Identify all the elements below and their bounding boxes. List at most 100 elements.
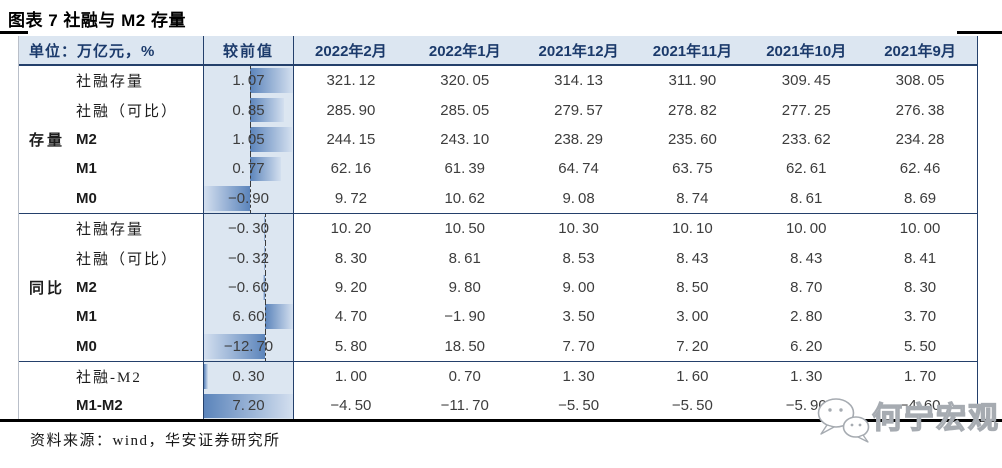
period-value-cell: 9. 20 (334, 278, 368, 296)
table-row: 社融存量 1. 07 321. 12 320. 05 314. 13 311. 90 309… (19, 66, 977, 96)
unit-header-cell: 单位：万亿元，% (19, 36, 204, 64)
period-value-cell: 243. 10 (440, 130, 490, 148)
row-label: 社融存量 (19, 66, 204, 96)
period-value-cell: 62. 16 (330, 160, 372, 178)
period-header-cell: 2021年11月 (652, 42, 733, 60)
change-header-cell: 较前值 (204, 36, 294, 64)
change-value-cell: 0. 30 (204, 361, 294, 392)
period-value-cell: 62. 46 (899, 160, 941, 178)
change-value-cell: 1. 05 (204, 124, 294, 155)
zero-axis-line (250, 183, 252, 213)
period-value-cell: 8. 70 (790, 278, 823, 296)
period-value-cell: 64. 74 (558, 160, 599, 178)
watermark: 何宁宏观 (814, 394, 1000, 444)
period-value-cell: 10. 00 (899, 220, 941, 238)
period-value-cell: 10. 50 (444, 220, 486, 238)
zero-axis-line (265, 331, 267, 361)
period-value-cell: 62. 61 (785, 160, 827, 178)
period-value-cell: 10. 62 (444, 189, 486, 207)
watermark-text: 何宁宏观 (871, 402, 1000, 435)
zero-axis-line (265, 243, 267, 273)
period-value-cell: 244. 15 (326, 130, 376, 148)
table-row: M0 −0. 90 9. 72 10. 62 9. 08 8. 74 8. 61 8. 69 (19, 183, 977, 213)
zero-axis-line (265, 302, 267, 332)
row-label: M1 (19, 302, 204, 332)
change-data-bar (263, 216, 266, 241)
period-value-cell: 3. 70 (903, 308, 937, 326)
period-value-cell: −5. 50 (671, 397, 713, 415)
zero-axis-line (250, 154, 252, 184)
period-value-cell: 1. 60 (676, 368, 709, 386)
period-value-cell: 1. 30 (790, 368, 823, 386)
period-value-cell: 285. 90 (326, 101, 376, 119)
table-row: 社融-M2 0. 30 1. 00 0. 70 1. 30 1. 60 1. 30 1. 70 (19, 361, 977, 392)
row-label: 社融存量 (19, 213, 204, 244)
change-value-cell: −12. 70 (204, 331, 294, 361)
period-value-cell: 8. 61 (448, 249, 481, 267)
period-value-cell: 10. 00 (785, 220, 827, 238)
change-value-cell: 7. 20 (204, 391, 294, 421)
change-value-cell: 6. 60 (204, 302, 294, 332)
period-value-cell: 9. 00 (562, 278, 595, 296)
change-data-bar (204, 185, 251, 211)
change-data-bar (262, 275, 266, 300)
change-data-bar (250, 156, 281, 182)
change-value: −0. 32 (228, 249, 269, 267)
period-value-cell: 3. 00 (676, 308, 709, 326)
change-data-bar (265, 304, 293, 330)
change-value: 0. 85 (232, 101, 265, 119)
table-row: 社融（可比） 0. 85 285. 90 285. 05 279. 57 278. 82 2… (19, 95, 977, 125)
period-value-cell: 5. 50 (903, 337, 937, 355)
period-value-cell: 10. 10 (672, 220, 713, 238)
row-label: M2 (19, 272, 204, 303)
period-value-cell: 0. 70 (448, 368, 481, 386)
change-data-bar (250, 68, 293, 94)
row-label: M0 (19, 183, 204, 213)
period-value-cell: 10. 20 (330, 220, 372, 238)
change-value-cell: 0. 85 (204, 95, 294, 125)
zero-axis-line (250, 95, 252, 125)
period-header-cell: 2022年1月 (428, 42, 501, 60)
change-value: −0. 30 (228, 220, 269, 238)
period-value-cell: 8. 50 (676, 278, 709, 296)
period-value-cell: 8. 41 (903, 249, 937, 267)
period-value-cell: 5. 80 (334, 337, 368, 355)
table-row: M1-M2 7. 20 −4. 50 −11. 70 −5. 50 −5. 50 −5. 9… (19, 391, 977, 421)
period-value-cell: 308. 05 (895, 72, 945, 90)
group-label (19, 362, 75, 421)
group-label: 存量 (28, 132, 65, 149)
change-value-cell: −0. 32 (204, 243, 294, 273)
period-value-cell: −1. 90 (444, 308, 486, 326)
period-value-cell: 8. 43 (676, 249, 709, 267)
period-value-cell: −4. 50 (330, 397, 372, 415)
period-value-cell: 314. 13 (554, 72, 604, 90)
row-label: 社融（可比） (19, 95, 204, 125)
change-value: −0. 90 (228, 189, 269, 207)
period-value-cell: −4. 60 (899, 397, 941, 415)
period-value-cell: 8. 61 (790, 189, 823, 207)
table-row: M1 6. 60 4. 70 −1. 90 3. 50 3. 00 2. 80 3. 70 (19, 302, 977, 332)
table-header-row: 单位：万亿元，% 较前值 2022年2月 2022年1月 2021年12月 2021年… (19, 36, 977, 66)
period-value-cell: 9. 72 (334, 189, 368, 207)
zero-axis-line (265, 272, 267, 303)
change-value-cell: 0. 77 (204, 154, 294, 184)
period-header-group: 2022年2月 2022年1月 2021年12月 2021年11月 2021年10月 20… (294, 36, 977, 64)
change-value: 1. 07 (232, 72, 265, 90)
row-label: 社融-M2 (19, 361, 204, 392)
period-value-cell: 285. 05 (440, 101, 490, 119)
row-label: M0 (19, 331, 204, 361)
row-label: M1-M2 (19, 391, 204, 421)
period-value-cell: 276. 38 (895, 101, 945, 119)
change-value: 0. 30 (232, 368, 265, 386)
row-label: M2 (19, 124, 204, 155)
change-value: −0. 60 (228, 278, 269, 296)
change-value-cell: 1. 07 (204, 66, 294, 96)
period-value-cell: 1. 00 (334, 368, 368, 386)
zero-axis-line (250, 124, 252, 155)
change-value-cell: −0. 90 (204, 183, 294, 213)
period-value-cell: 61. 39 (444, 160, 486, 178)
table-row: 社融（可比） −0. 32 8. 30 8. 61 8. 53 8. 43 8. 43 8. … (19, 243, 977, 273)
period-value-cell: 6. 20 (790, 337, 823, 355)
change-data-bar (204, 364, 208, 389)
change-data-bar (204, 333, 266, 359)
